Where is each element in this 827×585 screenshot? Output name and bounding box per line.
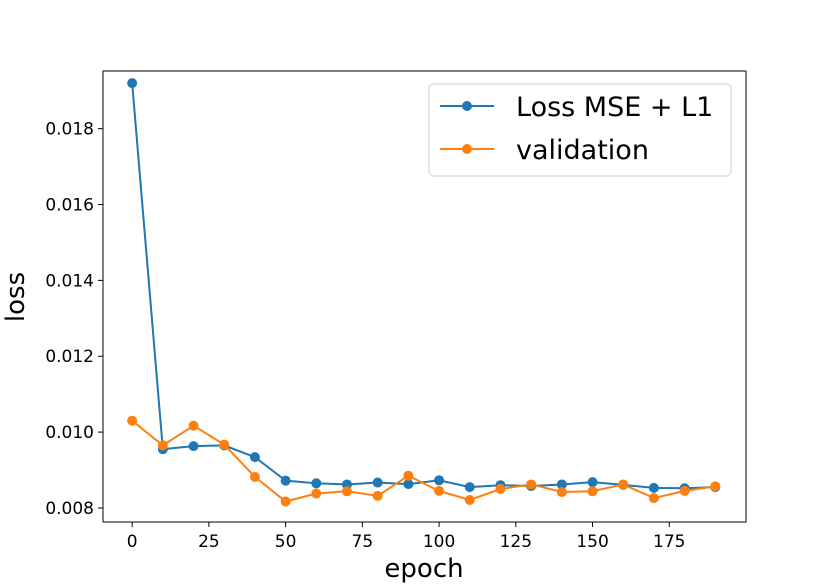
x-tick-label: 150	[576, 532, 608, 552]
legend-box	[428, 83, 732, 177]
x-axis: 0 25 50 75 100 125 150 175	[127, 522, 685, 552]
data-point-series-2	[526, 479, 537, 490]
series-line-1	[131, 83, 716, 490]
data-point-series-1	[280, 475, 291, 486]
data-point-series-2	[710, 481, 721, 492]
y-tick-label: 0.008	[45, 499, 94, 519]
data-point-series-1	[403, 479, 414, 490]
data-point-series-2	[495, 484, 506, 494]
x-tick-label: 125	[500, 532, 532, 552]
y-tick-label: 0.014	[45, 271, 94, 291]
data-point-series-1	[434, 475, 445, 486]
data-point-series-1	[311, 478, 322, 489]
x-tick-label: 0	[127, 532, 138, 552]
data-point-series-2	[403, 470, 414, 481]
x-axis-label: epoch	[384, 554, 463, 584]
data-point-series-2	[311, 488, 322, 499]
series-line-2	[131, 419, 716, 503]
legend-marker-series-2	[462, 144, 472, 154]
data-point-series-2	[648, 493, 659, 504]
data-point-series-1	[127, 78, 138, 89]
data-point-series-1	[188, 441, 199, 452]
data-point-series-1	[372, 477, 383, 488]
data-point-series-2	[587, 486, 598, 497]
data-point-series-2	[188, 420, 199, 431]
y-tick-label: 0.010	[45, 423, 94, 443]
data-point-series-1	[648, 482, 659, 493]
data-point-series-2	[280, 496, 291, 507]
legend-label-series-1: Loss MSE + L1	[516, 92, 713, 123]
data-point-series-2	[372, 490, 383, 501]
series-layer	[127, 78, 721, 507]
x-tick-label: 100	[423, 532, 455, 552]
data-point-series-2	[556, 487, 567, 498]
data-point-series-2	[127, 415, 138, 426]
legend: Loss MSE + L1 validation	[428, 83, 732, 177]
data-point-series-2	[219, 439, 230, 450]
data-point-series-2	[249, 471, 260, 482]
data-point-series-1	[464, 482, 475, 493]
data-point-series-2	[157, 440, 168, 451]
data-point-series-2	[464, 495, 475, 505]
x-tick-label: 175	[653, 532, 685, 552]
data-point-series-2	[342, 486, 352, 497]
x-tick-label: 50	[275, 532, 297, 552]
y-axis-label: loss	[1, 272, 31, 322]
x-tick-label: 75	[352, 532, 374, 552]
data-point-series-2	[679, 485, 690, 496]
data-point-series-2	[434, 485, 445, 496]
data-point-series-1	[556, 479, 567, 490]
y-tick-label: 0.018	[45, 120, 94, 140]
data-point-series-1	[587, 477, 598, 488]
data-point-series-1	[249, 452, 260, 463]
y-tick-label: 0.016	[45, 196, 94, 216]
y-axis: 0.008 0.010 0.012 0.014 0.016 0.018	[45, 120, 103, 519]
plot-area-frame	[102, 70, 747, 523]
y-tick-label: 0.012	[45, 347, 94, 367]
legend-marker-series-1	[462, 101, 472, 111]
legend-label-series-2: validation	[516, 135, 649, 166]
x-tick-label: 25	[198, 532, 220, 552]
data-point-series-2	[618, 479, 629, 490]
